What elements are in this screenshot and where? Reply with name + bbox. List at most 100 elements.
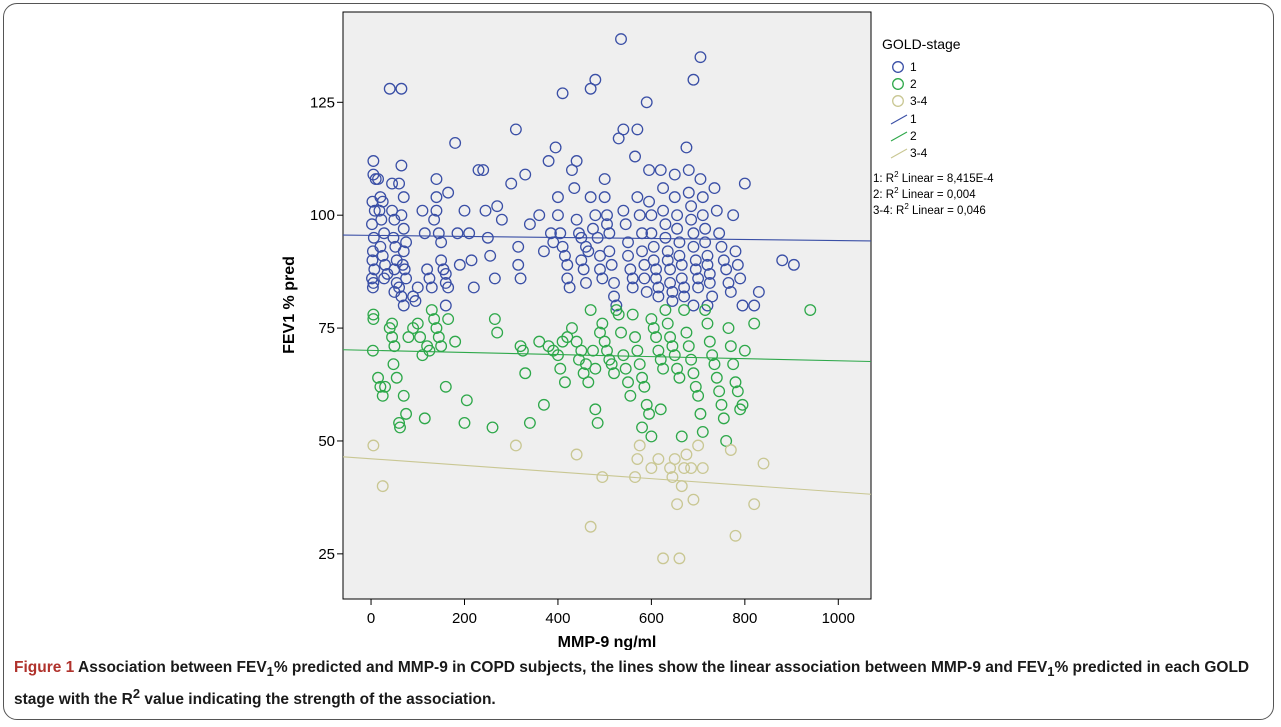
point-gold-2 [458, 416, 471, 429]
point-gold-1 [685, 200, 698, 213]
point-gold-2 [397, 389, 410, 402]
point-gold-1 [661, 245, 674, 258]
point-gold-2 [402, 331, 415, 344]
point-gold-2 [680, 326, 693, 339]
x-tick-label: 1000 [822, 610, 855, 627]
point-gold-2 [636, 371, 648, 384]
point-gold-2 [696, 425, 709, 438]
point-gold-1 [701, 258, 714, 271]
point-gold-3-4 [629, 471, 641, 484]
point-gold-3-4 [685, 462, 698, 475]
point-gold-1 [375, 213, 388, 226]
point-gold-1 [720, 263, 733, 276]
point-gold-1 [692, 272, 705, 285]
point-gold-1 [603, 227, 616, 240]
point-gold-1 [722, 276, 735, 289]
point-gold-1 [601, 209, 613, 222]
point-gold-2 [486, 421, 499, 434]
point-gold-1 [610, 299, 623, 312]
point-gold-1 [603, 245, 616, 258]
point-gold-1 [687, 299, 700, 312]
point-gold-2 [386, 317, 399, 330]
point-gold-1 [638, 258, 651, 271]
point-gold-1 [673, 236, 686, 249]
point-gold-1 [647, 254, 660, 267]
point-gold-1 [386, 204, 399, 217]
point-gold-2 [584, 304, 597, 316]
point-gold-1 [584, 82, 597, 95]
point-gold-1 [488, 272, 501, 285]
point-gold-2 [432, 331, 445, 344]
point-gold-2 [400, 407, 413, 420]
point-gold-2 [379, 380, 392, 393]
y-tick-label: 100 [310, 207, 335, 224]
legend-label-2: 2 [910, 77, 917, 91]
point-gold-3-4 [652, 453, 665, 465]
point-gold-1 [463, 227, 476, 240]
point-gold-1 [710, 204, 723, 217]
point-gold-1 [556, 87, 569, 100]
point-gold-1 [671, 222, 684, 235]
point-gold-1 [368, 263, 381, 276]
point-gold-2 [386, 331, 399, 344]
point-gold-1 [748, 299, 761, 312]
point-gold-1 [549, 141, 562, 154]
point-gold-1 [734, 272, 747, 285]
caption-label: Figure 1 [14, 659, 75, 676]
point-gold-1 [652, 281, 665, 294]
point-gold-1 [650, 263, 663, 276]
point-gold-1 [731, 258, 744, 271]
point-gold-1 [397, 191, 410, 204]
point-gold-1 [605, 258, 618, 271]
point-gold-1 [631, 123, 644, 136]
point-gold-2 [673, 371, 686, 384]
point-gold-2 [657, 362, 670, 375]
point-gold-1 [738, 177, 751, 190]
point-gold-1 [547, 236, 560, 249]
point-gold-2 [722, 322, 735, 335]
point-gold-2 [488, 313, 501, 325]
point-gold-1 [378, 227, 391, 240]
point-gold-1 [584, 191, 597, 204]
point-gold-1 [512, 258, 525, 271]
point-gold-1 [379, 258, 392, 271]
point-gold-2 [804, 304, 817, 316]
point-gold-1 [442, 281, 455, 294]
point-gold-2 [652, 344, 665, 357]
point-gold-2 [647, 322, 660, 335]
point-gold-2 [661, 317, 674, 330]
point-gold-3-4 [671, 498, 684, 511]
point-gold-1 [696, 209, 709, 222]
point-gold-2 [605, 358, 618, 371]
figure-frame [3, 3, 1274, 720]
point-gold-1 [430, 191, 443, 204]
point-gold-1 [383, 82, 396, 95]
point-gold-2 [374, 380, 387, 393]
point-gold-3-4 [680, 448, 693, 461]
point-gold-1 [395, 159, 408, 172]
point-gold-1 [699, 222, 712, 235]
point-gold-2 [678, 304, 691, 316]
point-gold-2 [367, 308, 380, 321]
point-gold-2 [372, 371, 384, 384]
point-gold-1 [589, 209, 602, 222]
point-gold-1 [622, 236, 634, 249]
point-gold-2 [619, 362, 632, 375]
point-gold-1 [640, 286, 653, 298]
point-gold-3-4 [724, 444, 737, 456]
point-gold-1 [668, 168, 681, 181]
legend-line-label-1: 1 [910, 112, 917, 126]
point-gold-2 [414, 331, 427, 344]
point-gold-2 [594, 326, 606, 339]
point-gold-2 [423, 344, 436, 357]
point-gold-1 [577, 263, 590, 276]
point-gold-1 [673, 249, 686, 262]
point-gold-1 [608, 290, 620, 303]
point-gold-1 [608, 276, 620, 289]
point-gold-2 [699, 304, 712, 316]
y-axis: 25 50 75 100 125 [310, 94, 343, 563]
legend-marker-2 [892, 78, 904, 90]
point-gold-1 [664, 276, 677, 289]
point-gold-2 [411, 317, 424, 330]
point-gold-1 [509, 123, 522, 136]
